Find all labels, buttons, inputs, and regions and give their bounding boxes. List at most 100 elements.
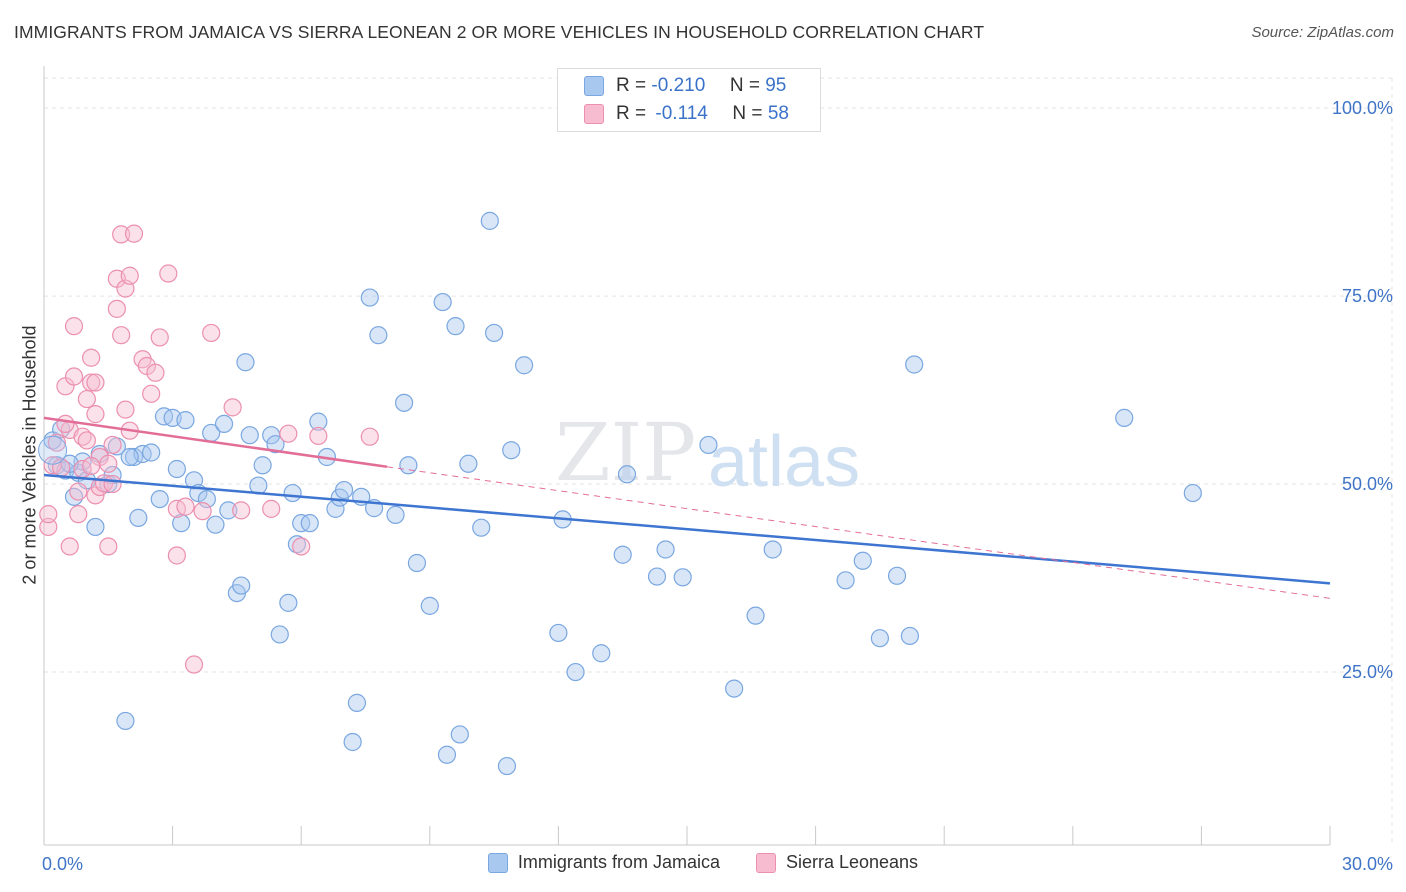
jamaica-point [300,514,319,533]
jamaica-point [176,411,195,430]
r-value: -0.114 [655,103,708,124]
jamaica-point [334,480,354,500]
r-label: R = [616,75,647,96]
x-tick-label: 0.0% [42,854,83,874]
sierra-point [159,264,178,283]
sierra-point [64,317,84,336]
n-label: N = [732,103,763,124]
jamaica-point [38,435,68,465]
jamaica-point [613,545,632,564]
sierra-point [167,546,186,565]
y-axis-label: 2 or more Vehicles in Household [19,325,40,585]
jamaica-point [386,505,405,524]
sierra-point [86,373,105,392]
sierra-point [120,266,139,285]
jamaica-point [343,732,362,752]
y-tick-label: 25.0% [1342,662,1393,682]
jamaica-point [279,593,298,612]
y-tick-label: 75.0% [1342,286,1393,306]
jamaica-point [116,711,135,731]
jamaica-point [472,518,491,537]
sierra-point [232,501,251,520]
jamaica-point [485,323,504,343]
sierra-point [193,502,212,521]
jamaica-point [253,456,272,475]
jamaica-point [1115,408,1134,427]
jamaica-point [887,566,907,585]
jamaica-point [480,211,499,230]
sierra-point [116,400,135,419]
jamaica-point [86,517,105,537]
trend-lines [43,416,1331,599]
legend-label: Immigrants from Jamaica [517,852,720,872]
sierra-point [146,363,165,382]
sierra-point [184,655,204,674]
sierra-point [56,414,75,434]
jamaica-point [433,292,452,312]
jamaica-point [699,435,718,455]
sierra-point [82,456,101,476]
jamaica-point [836,571,855,590]
jamaica-legend-swatch [487,852,508,873]
jamaica-point [515,356,534,375]
jamaica-point [394,393,414,412]
jamaica-point [232,576,251,595]
jamaica-swatch [584,76,604,96]
jamaica-point [437,745,457,764]
n-label: N = [729,75,760,96]
jamaica-point [905,355,924,374]
jamaica-point [446,317,465,336]
n-value: 58 [767,103,789,124]
sierra-point [360,427,379,446]
jamaica-point [197,489,216,509]
jamaica-point [420,596,439,615]
y-tick-label: 100.0% [1332,98,1393,118]
sierra-point [103,435,122,455]
jamaica-point [129,508,148,527]
jamaica-point [746,606,765,625]
jamaica-point [853,551,872,570]
axes [43,66,1331,846]
legend-item-sierra[interactable]: Sierra Leoneans [755,852,919,873]
jamaica-point [214,414,234,434]
sierra-swatch [584,104,604,124]
chart-legend: Immigrants from Jamaica Sierra Leoneans [0,852,1406,873]
sierra-point [82,373,101,392]
data-points [38,211,1202,776]
r-label: R = [616,103,647,124]
jamaica-point [369,326,388,345]
jamaica-point [1183,483,1202,503]
x-tick-label: 30.0% [1342,854,1393,874]
jamaica-point [459,454,478,473]
legend-item-jamaica[interactable]: Immigrants from Jamaica [487,852,720,873]
jamaica-point [763,540,782,559]
sierra-point [39,517,58,537]
jamaica-trend-line [43,473,1331,585]
sierra-point [150,328,169,347]
jamaica-point [900,626,920,646]
jamaica-point [656,540,675,559]
jamaica-point [270,625,289,644]
sierra-point [223,398,242,417]
legend-label: Sierra Leoneans [785,852,919,872]
jamaica-point [266,435,285,454]
sierra-legend-swatch [755,852,776,873]
sierra-point [86,405,105,424]
jamaica-point [502,441,521,460]
sierra-point [292,537,311,556]
jamaica-point [566,662,585,682]
tick-labels: 25.0% 50.0% 75.0% 100.0% 0.0% 30.0% [42,98,1393,874]
sierra-point [112,326,131,345]
jamaica-point [172,514,191,533]
jamaica-point [360,288,379,307]
jamaica-point [240,426,259,445]
sierra-point [124,224,144,243]
sierra-point [279,424,298,443]
jamaica-point [236,353,255,372]
sierra-point [99,537,118,556]
sierra-point [39,505,58,524]
sierra-point [107,299,126,318]
jamaica-point [283,483,302,503]
sierra-point [103,474,122,494]
jamaica-point [647,567,667,586]
